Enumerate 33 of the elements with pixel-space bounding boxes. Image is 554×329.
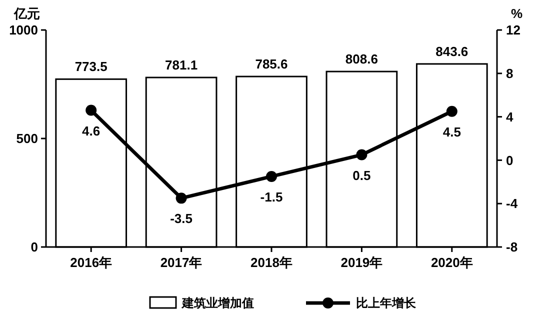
- y-tick-label: 1000: [9, 22, 38, 38]
- legend-label: 建筑业增加值: [181, 296, 254, 310]
- data-label: 4.6: [82, 123, 100, 138]
- x-tick-label: 2020年: [430, 255, 473, 270]
- point: [86, 104, 97, 116]
- y2-tick-label: 12: [506, 22, 520, 38]
- point: [266, 170, 277, 182]
- point: [446, 106, 458, 117]
- data-label: -1.5: [260, 189, 283, 204]
- y-tick-label: 0: [30, 240, 38, 255]
- y2-tick-label: -4: [506, 196, 518, 212]
- x-tick-label: 2019年: [340, 255, 383, 270]
- data-label: 0.5: [352, 168, 371, 183]
- y2-axis-title: %: [511, 6, 523, 21]
- data-label: -3.5: [170, 211, 193, 226]
- point: [356, 149, 368, 160]
- point: [176, 192, 187, 204]
- y-tick-label: 500: [16, 131, 38, 146]
- y2-tick-label: 4: [506, 109, 514, 124]
- data-label: 781.1: [165, 58, 198, 72]
- data-label: 785.6: [255, 56, 288, 72]
- data-label: 773.5: [74, 59, 108, 74]
- x-tick-label: 2017年: [160, 255, 202, 270]
- data-label: 843.6: [436, 44, 468, 59]
- legend-label: 比上年增长: [356, 296, 417, 310]
- y2-tick-label: -8: [506, 240, 518, 255]
- x-tick-label: 2018年: [250, 255, 292, 270]
- y-axis-title: 亿元: [13, 6, 40, 21]
- data-label: 808.6: [345, 52, 378, 67]
- x-tick-label: 2016年: [70, 255, 112, 270]
- data-label: 4.5: [442, 124, 461, 140]
- y2-tick-label: 0: [506, 152, 514, 168]
- y2-tick-label: 8: [506, 66, 514, 81]
